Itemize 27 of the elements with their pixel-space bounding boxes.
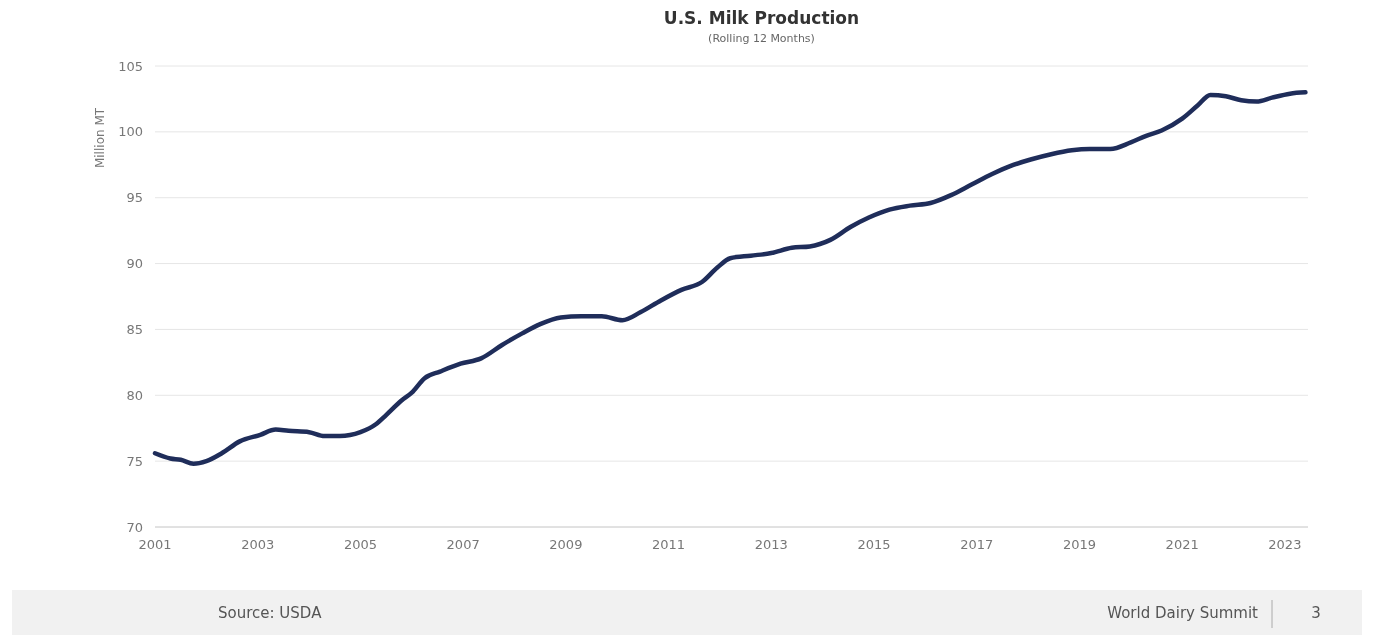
- x-tick-label: 2011: [652, 537, 686, 552]
- x-tick-label: 2003: [241, 537, 275, 552]
- x-tick-label: 2017: [960, 537, 994, 552]
- chart-title: U.S. Milk Production: [663, 8, 860, 28]
- text: World Dairy Summit: [1107, 604, 1259, 622]
- text: 3: [1311, 604, 1321, 622]
- source-note: Source: USDA: [218, 604, 323, 622]
- y-tick-label: 90: [126, 256, 143, 272]
- y-tick-label: 70: [126, 519, 143, 535]
- x-tick-label: 2013: [754, 537, 788, 552]
- chart-subtitle: (Rolling 12 Months): [708, 32, 815, 45]
- x-tick-label: 2019: [1062, 537, 1096, 552]
- x-tick-label: 2023: [1268, 537, 1302, 552]
- x-tick-label: 2015: [857, 537, 891, 552]
- y-axis-title: Million MT: [93, 107, 107, 169]
- x-tick-label: 2001: [138, 537, 172, 552]
- y-tick-label: 75: [126, 453, 143, 469]
- y-tick-label: 105: [118, 58, 143, 74]
- y-tick-label: 95: [126, 190, 143, 206]
- x-tick-label: 2005: [343, 537, 377, 552]
- x-tick-label: 2021: [1165, 537, 1199, 552]
- x-tick-label: 2007: [446, 537, 480, 552]
- y-tick-label: 80: [126, 387, 143, 403]
- line-series: [152, 90, 1308, 467]
- y-tick-label: 100: [118, 124, 143, 140]
- x-tick-label: 2009: [549, 537, 583, 552]
- y-tick-label: 85: [126, 321, 143, 337]
